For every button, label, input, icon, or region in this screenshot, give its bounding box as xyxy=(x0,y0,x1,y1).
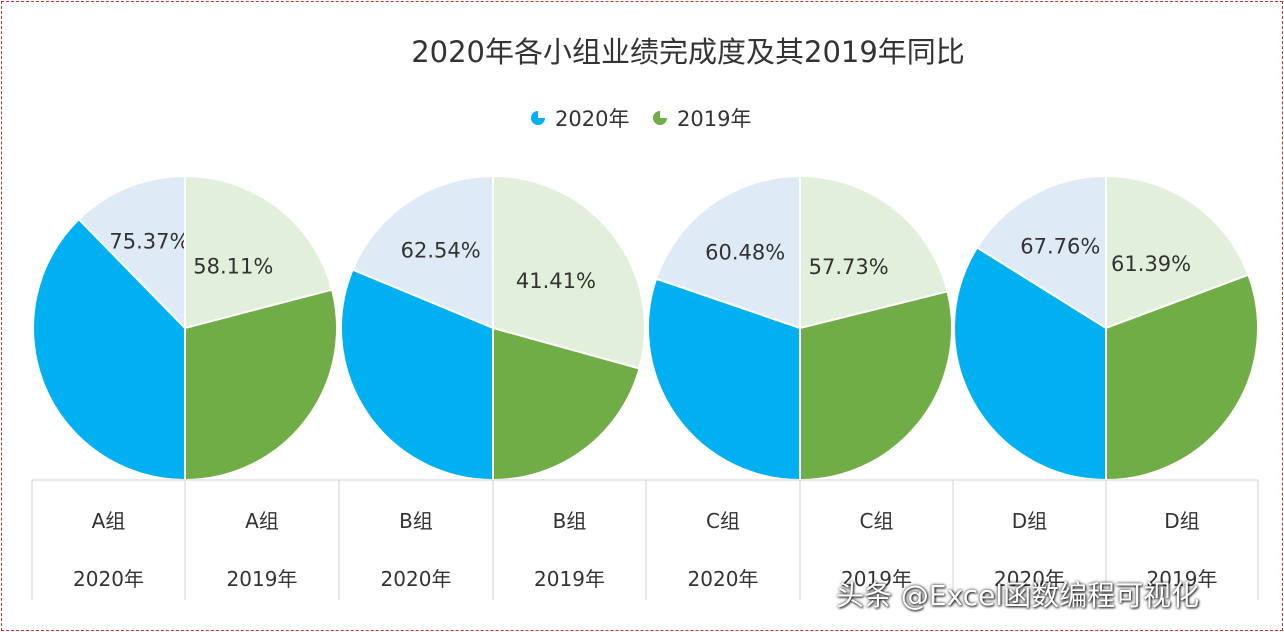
legend-label-1: 2019年 xyxy=(677,107,751,131)
category-year-label-4: 2020年 xyxy=(688,567,759,591)
pie-remainder-0-0 xyxy=(77,174,186,331)
data-label-2-0: 60.48% xyxy=(705,240,785,264)
category-group-label-3: B组 xyxy=(553,509,587,533)
data-label-0-1: 58.11% xyxy=(193,255,273,279)
pie-slice-3-0 xyxy=(953,246,1107,482)
pie-remainder-1-1 xyxy=(492,174,646,370)
legend-symbol-0 xyxy=(531,111,545,125)
pie-remainder-0-1 xyxy=(184,174,334,330)
watermark-text: 头条 @Excel函数编程可视化 xyxy=(836,579,1200,612)
data-label-3-0: 67.76% xyxy=(1020,235,1100,259)
pie-area: 75.37%58.11% 62.54% 41.41% 60.48% 57.73% 67.7… xyxy=(32,174,1259,482)
category-year-label-6: 2020年 xyxy=(994,567,1065,591)
pie-slice-2-1 xyxy=(799,290,953,482)
pie-slice-0-1 xyxy=(184,288,338,482)
pie-remainder-1-0 xyxy=(351,174,494,330)
category-group-label-4: C组 xyxy=(706,509,740,533)
data-label-2-1: 57.73% xyxy=(809,255,889,279)
pie-remainder-3-1 xyxy=(1105,174,1250,330)
category-year-label-7: 2019年 xyxy=(1147,567,1218,591)
category-group-label-2: B组 xyxy=(399,509,433,533)
pie-remainder-3-0 xyxy=(975,174,1107,330)
data-label-0-0: 75.37% xyxy=(109,230,189,254)
category-group-label-5: C组 xyxy=(860,509,894,533)
category-year-label-3: 2019年 xyxy=(534,567,605,591)
category-group-label-7: D组 xyxy=(1164,509,1199,533)
pie-remainder-2-1 xyxy=(799,174,949,330)
data-label-1-0: 62.54% xyxy=(401,239,481,263)
category-year-label-1: 2019年 xyxy=(227,567,298,591)
pie-slice-0-0 xyxy=(32,217,186,482)
category-year-label-2: 2020年 xyxy=(381,567,452,591)
pie-slice-3-1 xyxy=(1105,273,1259,482)
category-group-label-1: A组 xyxy=(245,509,279,533)
pie-slice-1-0 xyxy=(339,268,494,482)
legend-label-0: 2020年 xyxy=(555,107,629,131)
category-group-label-0: A组 xyxy=(92,509,126,533)
legend-symbol-1 xyxy=(653,111,667,125)
pie-remainder-2-0 xyxy=(654,174,801,330)
data-label-1-1: 41.41% xyxy=(516,269,596,293)
category-axis-table: A组 2020年 A组 2019年 B组 2020年 B组 2019年 C组 2020年 C组 201… xyxy=(31,479,1259,600)
pie-slice-2-0 xyxy=(646,277,801,482)
pie-slice-1-1 xyxy=(492,326,641,482)
category-year-label-5: 2019年 xyxy=(841,567,912,591)
category-group-label-6: D组 xyxy=(1012,509,1047,533)
legend: 2020年 2019年 xyxy=(531,107,751,131)
category-year-label-0: 2020年 xyxy=(73,567,144,591)
data-label-3-1: 61.39% xyxy=(1111,252,1191,276)
chart-title: 2020年各小组业绩完成度及其2019年同比 xyxy=(411,35,965,69)
